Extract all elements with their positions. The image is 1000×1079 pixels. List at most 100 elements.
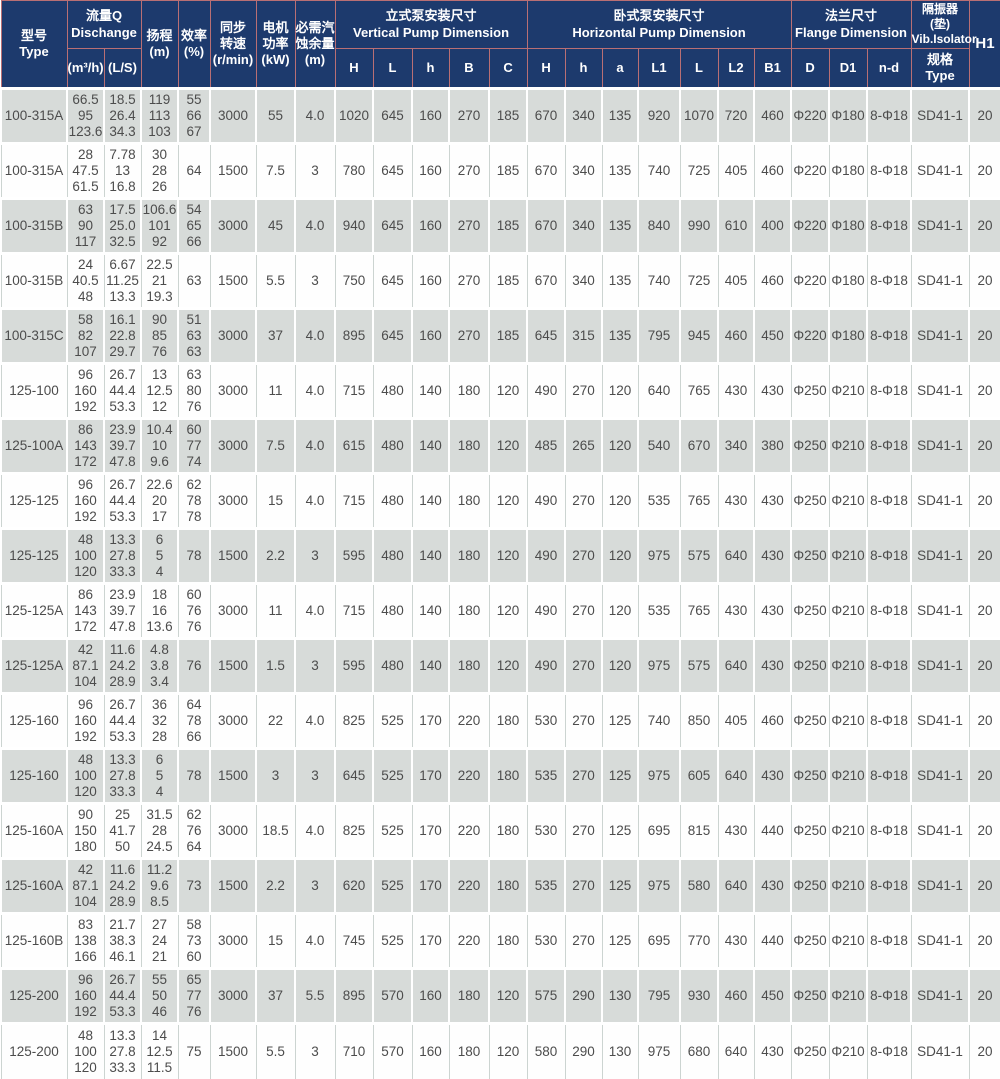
cell-vertical-L: 525 <box>372 913 413 969</box>
header-h1: H1 <box>968 0 1000 89</box>
cell-head: 119 113 103 <box>140 87 179 145</box>
cell-q-m3h: 66.5 95 123.6 <box>66 87 105 145</box>
cell-horizontal-a: 125 <box>601 803 639 859</box>
table-row: 125-125 48 100 120 13.3 27.8 33.3 6 5 4 78 15… <box>0 527 1000 585</box>
cell-vertical-B: 180 <box>448 363 490 419</box>
cell-vertical-B: 220 <box>448 803 490 859</box>
cell-horizontal-h: 290 <box>564 967 604 1025</box>
cell-h1: 20 <box>968 473 1000 529</box>
cell-horizontal-B1: 430 <box>753 857 793 915</box>
cell-horizontal-B1: 430 <box>753 527 793 585</box>
header-flange-nd: n-d <box>866 48 912 89</box>
cell-vertical-h: 160 <box>411 967 450 1025</box>
cell-flange-D: Φ250 <box>790 803 830 859</box>
table-row: 125-100 96 160 192 26.7 44.4 53.3 13 12.5 1… <box>0 363 1000 419</box>
cell-vertical-B: 220 <box>448 857 490 915</box>
cell-horizontal-L: 990 <box>679 197 720 255</box>
cell-npsh: 3 <box>294 253 336 309</box>
cell-efficiency: 62 78 78 <box>177 473 211 529</box>
cell-power: 7.5 <box>255 417 296 475</box>
cell-npsh: 3 <box>294 637 336 695</box>
cell-head: 22.5 21 19.3 <box>140 253 179 309</box>
cell-npsh: 4.0 <box>294 307 336 365</box>
cell-flange-n-d: 8-Φ18 <box>866 87 913 145</box>
cell-vertical-H: 715 <box>334 583 374 639</box>
cell-horizontal-L1: 740 <box>637 693 681 749</box>
cell-vertical-H: 615 <box>334 417 374 475</box>
cell-horizontal-a: 135 <box>601 307 640 365</box>
cell-npsh: 4.0 <box>294 363 336 419</box>
cell-vertical-h: 170 <box>411 803 450 859</box>
cell-vib-type: SD41-1 <box>910 967 971 1025</box>
cell-power: 5.5 <box>255 1023 296 1079</box>
cell-vertical-H: 940 <box>334 197 374 255</box>
cell-flange-D1: Φ180 <box>828 87 869 145</box>
cell-type: 125-125 <box>0 473 68 529</box>
cell-vertical-B: 270 <box>448 143 490 199</box>
cell-speed: 3000 <box>209 307 257 365</box>
cell-horizontal-a: 120 <box>601 527 640 585</box>
cell-q-m3h: 86 143 172 <box>66 417 105 475</box>
cell-vertical-h: 160 <box>411 197 450 255</box>
cell-q-ls: 17.5 25.0 32.5 <box>103 197 142 255</box>
cell-vertical-H: 715 <box>334 363 374 419</box>
cell-flange-n-d: 8-Φ18 <box>866 637 913 695</box>
cell-h1: 20 <box>968 197 1000 255</box>
cell-flange-n-d: 8-Φ18 <box>866 747 913 805</box>
cell-q-ls: 11.6 24.2 28.9 <box>103 637 142 695</box>
cell-q-ls: 13.3 27.8 33.3 <box>103 1023 142 1079</box>
cell-horizontal-L2: 405 <box>717 253 755 309</box>
cell-power: 2.2 <box>255 527 296 585</box>
table-row: 125-160 48 100 120 13.3 27.8 33.3 6 5 4 78 15… <box>0 747 1000 805</box>
cell-npsh: 4.0 <box>294 693 336 749</box>
cell-vertical-H: 750 <box>334 253 374 309</box>
header-hz-B1: B1 <box>753 48 792 89</box>
cell-type: 125-125 <box>0 527 68 585</box>
cell-flange-n-d: 8-Φ18 <box>866 803 912 859</box>
cell-horizontal-L1: 795 <box>637 967 682 1025</box>
table-row: 100-315A 28 47.5 61.5 7.78 13 16.8 30 28 26… <box>0 143 1000 199</box>
cell-head: 11.2 9.6 8.5 <box>140 857 179 915</box>
cell-npsh: 3 <box>294 747 336 805</box>
cell-horizontal-L1: 975 <box>637 1023 681 1079</box>
cell-horizontal-L: 945 <box>679 307 720 365</box>
header-discharge-ls: (L/S) <box>103 48 142 89</box>
cell-h1: 20 <box>968 637 1000 695</box>
cell-horizontal-L1: 975 <box>637 527 682 585</box>
cell-speed: 1500 <box>209 143 257 199</box>
cell-horizontal-L: 670 <box>679 417 720 475</box>
header-flange-D: D <box>790 48 830 89</box>
cell-vertical-h: 170 <box>411 857 450 915</box>
cell-horizontal-B1: 430 <box>753 363 792 419</box>
cell-q-m3h: 96 160 192 <box>66 967 105 1025</box>
cell-horizontal-H: 490 <box>526 637 567 695</box>
cell-horizontal-B1: 400 <box>753 197 793 255</box>
cell-power: 22 <box>255 693 296 749</box>
cell-horizontal-H: 490 <box>526 473 566 529</box>
cell-vertical-B: 220 <box>448 693 490 749</box>
cell-vertical-L: 480 <box>372 363 413 419</box>
cell-power: 11 <box>255 583 296 639</box>
cell-horizontal-L1: 975 <box>637 857 682 915</box>
cell-horizontal-H: 670 <box>526 197 567 255</box>
cell-vib-type: SD41-1 <box>910 747 971 805</box>
header-power: 电机 功率 (kW) <box>255 0 296 89</box>
cell-vib-type: SD41-1 <box>910 197 971 255</box>
cell-vib-type: SD41-1 <box>910 253 970 309</box>
cell-power: 1.5 <box>255 637 296 695</box>
cell-vertical-h: 160 <box>411 87 450 145</box>
cell-horizontal-L: 765 <box>679 473 719 529</box>
cell-q-ls: 26.7 44.4 53.3 <box>103 967 142 1025</box>
cell-vertical-L: 525 <box>372 693 413 749</box>
cell-vertical-C: 120 <box>487 417 529 475</box>
cell-power: 37 <box>255 967 296 1025</box>
cell-q-m3h: 83 138 166 <box>66 913 105 969</box>
cell-type: 125-200 <box>0 1023 68 1079</box>
cell-vertical-B: 180 <box>448 1023 490 1079</box>
header-discharge-m3h: (m³/h) <box>66 48 105 89</box>
cell-vib-type: SD41-1 <box>910 637 971 695</box>
header-v-L: L <box>372 48 413 89</box>
cell-horizontal-H: 485 <box>526 417 567 475</box>
cell-vertical-C: 120 <box>487 527 529 585</box>
cell-flange-D: Φ250 <box>790 693 830 749</box>
